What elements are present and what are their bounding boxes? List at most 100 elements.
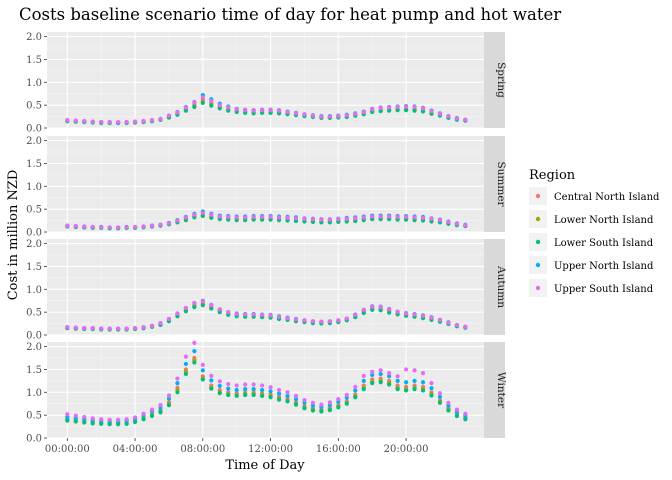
data-point: [166, 316, 172, 322]
data-point: [200, 213, 205, 219]
legend-title: Region: [529, 168, 576, 183]
data-point: [90, 224, 95, 230]
data-point: [73, 413, 78, 418]
data-point: [412, 215, 417, 220]
data-point: [463, 411, 468, 416]
data-point: [276, 391, 282, 396]
data-point: [344, 113, 349, 118]
data-point: [251, 392, 256, 398]
data-point: [226, 105, 231, 110]
data-point: [217, 391, 222, 396]
data-point: [370, 307, 375, 312]
panel-background: [47, 136, 484, 232]
facet-panel-spring: 0.0 0.5 1.0 1.5 2.0 Spring: [26, 32, 507, 135]
data-point: [243, 392, 248, 398]
data-point: [226, 108, 231, 113]
data-point: [124, 119, 129, 125]
data-point: [437, 111, 443, 116]
data-point: [310, 400, 316, 405]
data-point: [200, 368, 205, 373]
data-point: [209, 98, 214, 104]
data-point: [327, 400, 332, 405]
data-point: [99, 417, 104, 422]
facet-strip: [484, 32, 505, 128]
data-point: [132, 224, 138, 230]
data-point: [82, 414, 87, 420]
y-tick-label: 0.0: [26, 434, 42, 445]
data-point: [387, 105, 392, 110]
legend-item: Upper North Island: [529, 256, 654, 274]
data-point: [276, 314, 282, 319]
data-point: [116, 422, 121, 427]
data-point: [99, 326, 104, 331]
data-point: [183, 215, 188, 220]
data-point: [226, 386, 231, 391]
data-point: [293, 317, 299, 322]
data-point: [90, 416, 95, 421]
data-point: [429, 381, 434, 386]
data-point: [183, 371, 188, 377]
facet-panel-autumn: 0.0 0.5 1.0 1.5 2.0 Autumn: [26, 239, 507, 342]
facet-strip-label: Summer: [495, 161, 507, 207]
data-point: [412, 386, 417, 392]
data-point: [302, 318, 307, 323]
data-point: [387, 108, 392, 113]
data-point: [327, 114, 332, 119]
data-point: [243, 386, 248, 392]
data-point: [141, 417, 146, 422]
data-point: [260, 312, 265, 317]
data-point: [234, 393, 239, 399]
data-point: [149, 413, 155, 419]
data-point: [243, 312, 248, 317]
data-point: [429, 108, 434, 114]
data-point: [141, 411, 146, 416]
data-point: [99, 421, 104, 426]
y-tick-label: 1.0: [26, 285, 42, 296]
data-point: [200, 377, 205, 382]
data-point: [260, 387, 265, 393]
data-point: [353, 384, 358, 389]
y-tick-label: 2.0: [26, 32, 42, 43]
data-point: [387, 310, 392, 315]
data-point: [387, 370, 392, 376]
data-point: [107, 417, 112, 422]
data-point: [454, 116, 459, 121]
data-point: [175, 376, 180, 381]
data-point: [192, 349, 197, 354]
data-point: [234, 107, 239, 112]
data-point: [209, 212, 214, 217]
data-point: [403, 108, 409, 113]
data-point: [132, 415, 138, 420]
data-point: [268, 385, 273, 390]
data-point: [65, 223, 70, 228]
data-point: [192, 340, 197, 346]
data-point: [302, 112, 307, 117]
data-point: [82, 326, 87, 331]
data-point: [412, 104, 417, 110]
y-tick-label: 2.0: [26, 239, 42, 250]
data-point: [73, 325, 78, 330]
data-point: [200, 299, 205, 304]
x-tick-label: 00:00:00: [45, 444, 90, 455]
data-point: [353, 395, 358, 400]
data-point: [200, 210, 205, 215]
data-point: [293, 393, 299, 399]
data-point: [437, 317, 443, 323]
legend: Region Central North Island Lower North I…: [529, 168, 660, 297]
data-point: [437, 391, 443, 396]
data-point: [302, 406, 307, 411]
data-point: [260, 393, 265, 399]
data-point: [124, 421, 129, 426]
data-point: [403, 388, 409, 393]
data-point: [319, 402, 324, 407]
data-point: [285, 390, 290, 395]
data-point: [437, 218, 443, 223]
data-point: [276, 108, 282, 113]
data-point: [420, 215, 426, 220]
chart-title: Costs baseline scenario time of day for …: [19, 5, 561, 24]
y-tick-label: 1.0: [26, 182, 42, 193]
data-point: [403, 104, 409, 109]
data-point: [319, 217, 324, 222]
data-point: [429, 315, 434, 320]
data-point: [378, 368, 383, 373]
